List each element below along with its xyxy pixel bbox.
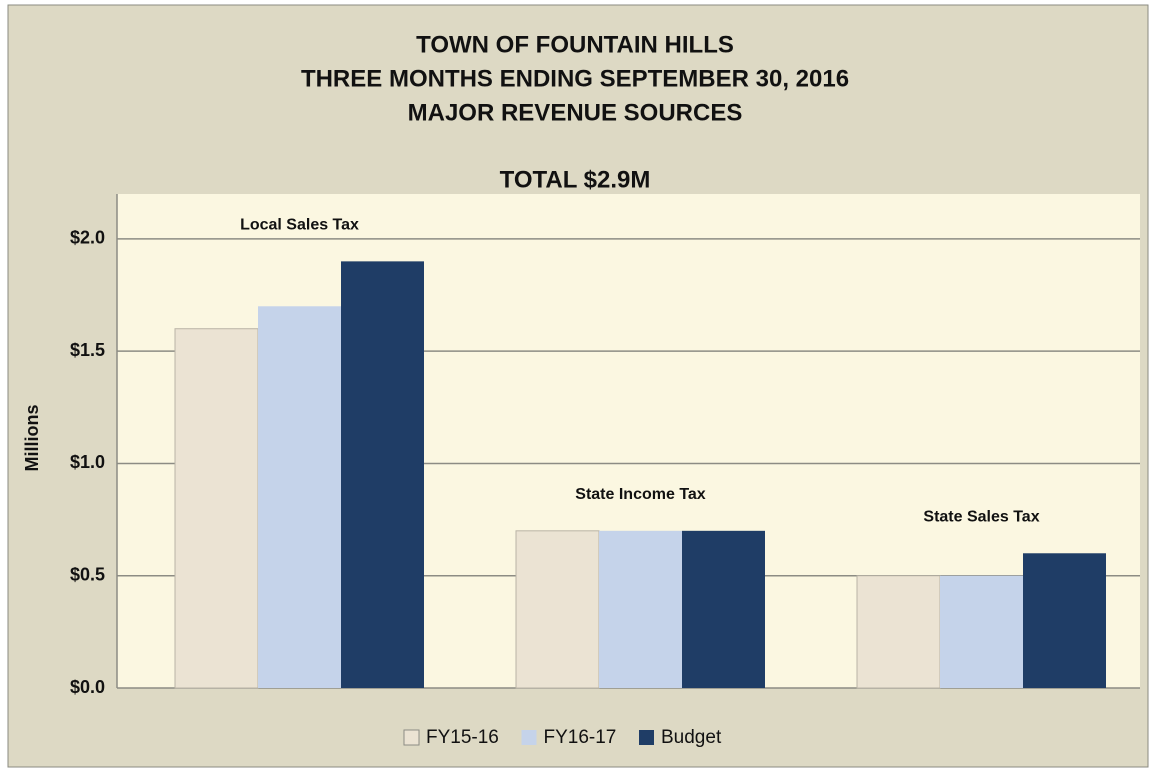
y-tick-label: $1.0 bbox=[70, 452, 105, 472]
bar bbox=[1023, 553, 1106, 688]
bar bbox=[341, 261, 424, 688]
bar bbox=[599, 530, 682, 688]
legend-swatch bbox=[639, 730, 654, 745]
y-axis-label: Millions bbox=[22, 405, 42, 472]
category-label: Local Sales Tax bbox=[240, 217, 359, 234]
chart-title: MAJOR REVENUE SOURCES bbox=[408, 99, 743, 126]
legend-label: Budget bbox=[661, 727, 722, 748]
bar bbox=[856, 575, 941, 689]
y-tick-label: $0.0 bbox=[70, 677, 105, 697]
bar bbox=[174, 328, 259, 689]
y-tick-label: $0.5 bbox=[70, 564, 105, 584]
legend-swatch bbox=[403, 729, 420, 746]
bar bbox=[682, 530, 765, 688]
chart-title: TOWN OF FOUNTAIN HILLS bbox=[416, 31, 734, 58]
category-label: State Sales Tax bbox=[923, 508, 1039, 525]
category-label: State Income Tax bbox=[575, 486, 706, 503]
y-tick-label: $1.5 bbox=[70, 340, 105, 360]
legend-swatch bbox=[521, 730, 537, 745]
legend-label: FY16-17 bbox=[544, 727, 617, 748]
chart-title: TOTAL $2.9M bbox=[500, 166, 651, 193]
bar bbox=[258, 306, 341, 688]
chart-title: THREE MONTHS ENDING SEPTEMBER 30, 2016 bbox=[301, 65, 849, 92]
legend-label: FY15-16 bbox=[426, 727, 499, 748]
bar bbox=[515, 530, 600, 689]
bar bbox=[940, 575, 1023, 688]
y-tick-label: $2.0 bbox=[70, 228, 105, 248]
